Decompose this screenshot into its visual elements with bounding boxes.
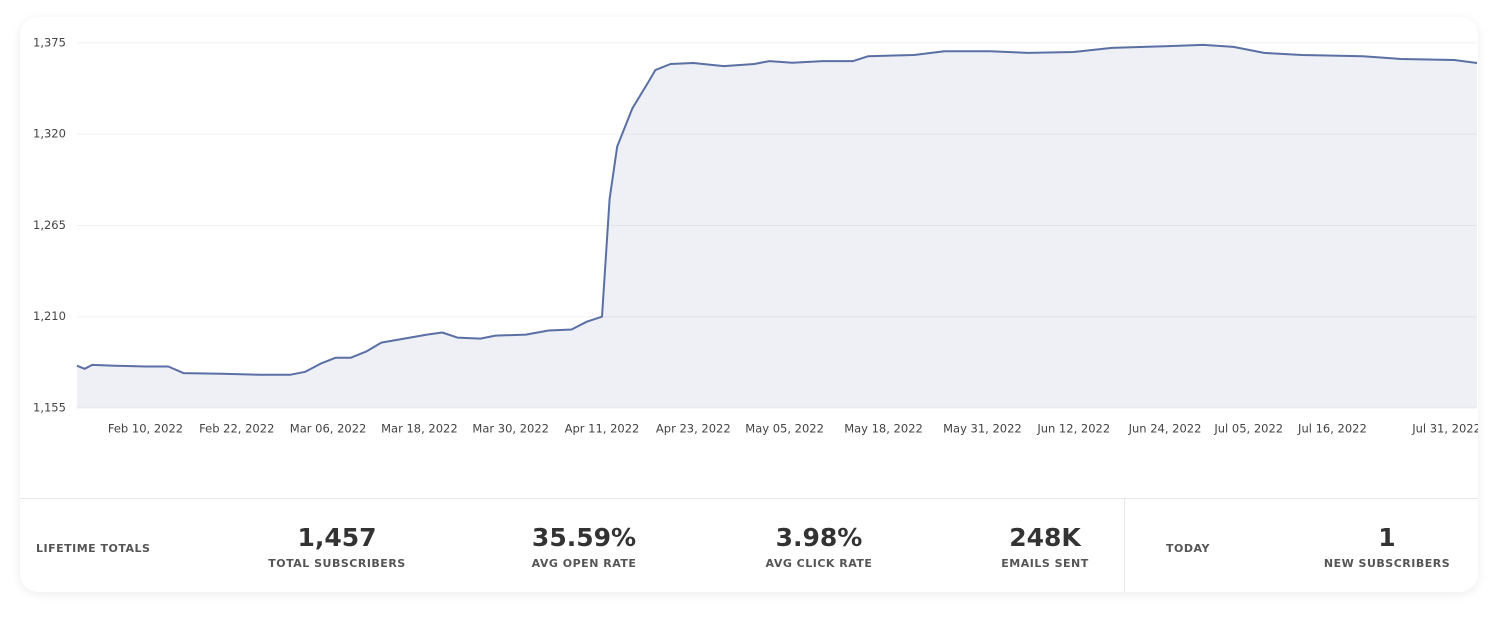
y-tick-label: 1,320 — [33, 127, 66, 141]
stat: 35.59% AVG OPEN RATE — [474, 521, 694, 570]
stat-value: 1 — [1378, 523, 1396, 552]
stat-label: NEW SUBSCRIBERS — [1323, 557, 1451, 570]
stat-label: TOTAL SUBSCRIBERS — [268, 557, 406, 570]
x-tick-label: Jul 31, 2022 — [1411, 422, 1478, 436]
stat-value: 248K — [1009, 523, 1081, 552]
x-tick-label: Apr 11, 2022 — [565, 422, 640, 436]
x-tick-label: Apr 23, 2022 — [656, 422, 731, 436]
x-tick-label: May 18, 2022 — [844, 422, 923, 436]
x-tick-label: Jul 16, 2022 — [1297, 422, 1367, 436]
stat-value: 3.98% — [775, 523, 863, 552]
x-tick-label: Mar 30, 2022 — [472, 422, 549, 436]
chart: 1,155 1,210 1,265 1,320 1,375 Feb 10, 2022 Feb… — [33, 35, 1478, 436]
y-tick-label: 1,210 — [33, 309, 66, 323]
stat-label: AVG CLICK RATE — [765, 557, 873, 570]
x-tick-label: Jul 05, 2022 — [1213, 422, 1283, 436]
stat: 1 NEW SUBSCRIBERS — [1277, 521, 1478, 570]
divider — [1124, 499, 1125, 592]
y-tick-label: 1,375 — [33, 35, 66, 49]
area-fill — [77, 44, 1477, 409]
x-tick-label: Mar 18, 2022 — [381, 422, 458, 436]
stat-label: EMAILS SENT — [1001, 557, 1089, 570]
stat: 248K EMAILS SENT — [935, 521, 1155, 570]
line — [76, 43, 1478, 376]
stats-bar: LIFETIME TOTALS 1,457 TOTAL SUBSCRIBERS 3… — [20, 498, 1478, 592]
section-title: LIFETIME TOTALS — [36, 542, 151, 555]
x-tick-label: May 31, 2022 — [943, 422, 1022, 436]
x-tick-label: Jun 12, 2022 — [1036, 422, 1110, 436]
stat-label: AVG OPEN RATE — [531, 557, 637, 570]
x-tick-label: Mar 06, 2022 — [290, 422, 367, 436]
stat-value: 1,457 — [297, 523, 377, 552]
dashboard-card: 1,155 1,210 1,265 1,320 1,375 Feb 10, 2022 Feb… — [20, 17, 1478, 592]
x-tick-label: Feb 10, 2022 — [108, 422, 183, 436]
stat: 3.98% AVG CLICK RATE — [709, 521, 929, 570]
y-tick-label: 1,265 — [33, 218, 66, 232]
section-title: TODAY — [1166, 542, 1210, 555]
x-tick-label: May 05, 2022 — [745, 422, 824, 436]
x-tick-label: Jun 24, 2022 — [1128, 422, 1202, 436]
stat-value: 35.59% — [531, 523, 637, 552]
stat: 1,457 TOTAL SUBSCRIBERS — [227, 521, 447, 570]
x-tick-label: Feb 22, 2022 — [199, 422, 274, 436]
y-tick-label: 1,155 — [33, 401, 66, 415]
